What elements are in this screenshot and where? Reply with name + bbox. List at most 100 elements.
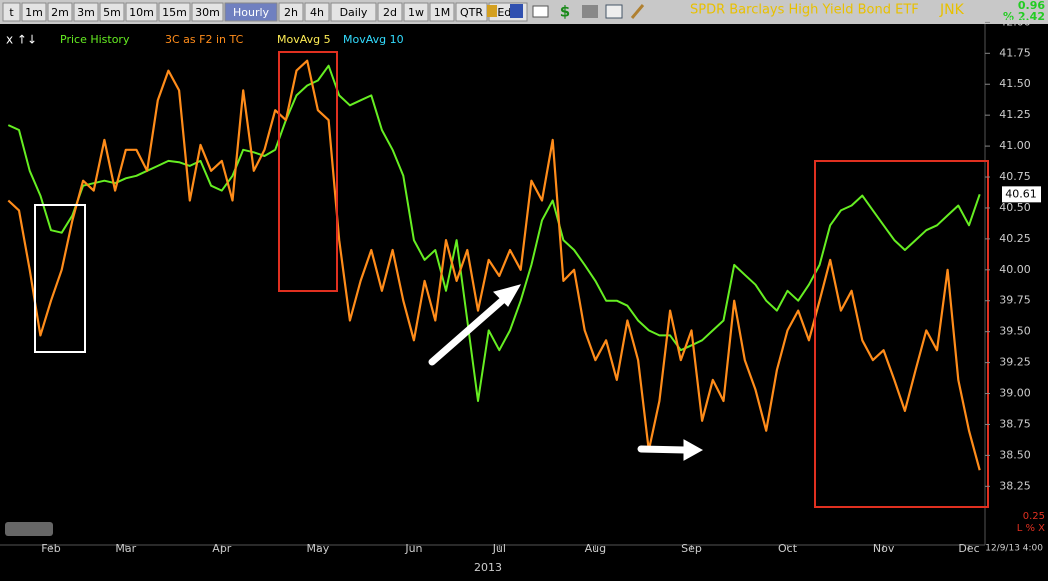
tab-label[interactable]: Daily xyxy=(340,6,368,19)
footer-flags[interactable]: L % X xyxy=(1017,523,1045,534)
legend-entry[interactable]: Price History xyxy=(60,33,130,46)
mail-icon[interactable] xyxy=(532,5,549,18)
y-tick-label: 41.50 xyxy=(999,77,1031,90)
tab-bg[interactable] xyxy=(125,2,158,22)
x-tick-label: Dec xyxy=(958,542,979,555)
x-tick-label: Apr xyxy=(212,542,232,555)
tab-label[interactable]: 15m xyxy=(162,6,187,19)
tab[interactable]: 1w xyxy=(403,2,429,22)
timestamp: 12/9/13 4:00 xyxy=(985,544,1043,554)
series-line xyxy=(7,59,981,471)
tab[interactable]: Hourly xyxy=(224,2,278,22)
y-tick-label: 41.25 xyxy=(999,108,1031,121)
x-tick-label: Jun xyxy=(404,542,422,555)
tab-bg[interactable] xyxy=(158,2,191,22)
tab-bg[interactable] xyxy=(21,2,47,22)
tab-bg[interactable] xyxy=(224,2,278,22)
lock-icon[interactable] xyxy=(487,5,497,17)
tab-label[interactable]: 2m xyxy=(51,6,69,19)
tab-bg[interactable] xyxy=(304,2,330,22)
y-tick-label: 40.25 xyxy=(999,232,1031,245)
tab[interactable]: 10m xyxy=(125,2,158,22)
tab-label[interactable]: Hourly xyxy=(233,6,270,19)
tab-bg[interactable] xyxy=(47,2,73,22)
x-tick-label: Mar xyxy=(115,542,136,555)
tab-bg[interactable] xyxy=(429,2,455,22)
tab-label[interactable]: 30m xyxy=(195,6,220,19)
tab[interactable]: 2d xyxy=(377,2,403,22)
tab-bg[interactable] xyxy=(278,2,304,22)
tab-label[interactable]: 5m xyxy=(103,6,121,19)
tab[interactable]: 1m xyxy=(21,2,47,22)
highlight-box xyxy=(34,204,86,353)
save-icon[interactable] xyxy=(510,4,523,18)
legend-entry[interactable]: MovAvg 5 xyxy=(277,33,331,46)
tab-bg[interactable] xyxy=(330,2,377,22)
print-icon[interactable] xyxy=(582,5,598,18)
tab-bg[interactable] xyxy=(403,2,429,22)
last-price-box xyxy=(1002,186,1041,203)
footer-value: 0.25 xyxy=(1023,511,1045,522)
arrow xyxy=(428,284,704,461)
tab[interactable]: 2m xyxy=(47,2,73,22)
legend: Price History 3C as F2 in TC MovAvg 5 MovAv… xyxy=(60,33,404,46)
dollar-icon[interactable]: $ xyxy=(560,3,570,21)
tab-label[interactable]: 1w xyxy=(408,6,424,19)
y-tick-label: 39.25 xyxy=(999,356,1031,369)
x-tick-label: Aug xyxy=(585,542,606,555)
x-tick-label: Sep xyxy=(681,542,702,555)
y-tick-label: 38.75 xyxy=(999,417,1031,430)
chart-title: SPDR Barclays High Yield Bond ETF xyxy=(690,3,919,18)
x-axis-label: 2013 xyxy=(474,561,502,574)
y-tick-label: 40.00 xyxy=(999,263,1031,276)
tab[interactable]: t xyxy=(2,2,21,22)
highlight-box xyxy=(814,160,989,508)
tab[interactable]: 5m xyxy=(99,2,125,22)
tab-bg[interactable] xyxy=(2,2,21,22)
tab[interactable]: Daily xyxy=(330,2,377,22)
tab-label[interactable]: 1m xyxy=(25,6,43,19)
tab[interactable]: 15m xyxy=(158,2,191,22)
tab-label[interactable]: t xyxy=(9,6,14,19)
y-tick-label: 39.00 xyxy=(999,387,1031,400)
toolbar-icons: $ xyxy=(487,3,645,21)
x-tick-label: Oct xyxy=(778,542,798,555)
tab-label[interactable]: 1M xyxy=(434,6,451,19)
y-tick-label: 39.50 xyxy=(999,325,1031,338)
x-tick-label: Feb xyxy=(41,542,60,555)
plot xyxy=(7,59,981,471)
tab-label[interactable]: 10m xyxy=(129,6,154,19)
change: 0.96 xyxy=(1018,0,1045,12)
tab-label[interactable]: 2d xyxy=(383,6,397,19)
tab[interactable]: 2h xyxy=(278,2,304,22)
highlight-box xyxy=(278,51,338,292)
tab[interactable]: 30m xyxy=(191,2,224,22)
y-tick-label: 38.50 xyxy=(999,448,1031,461)
tab[interactable]: QTR xyxy=(455,2,488,22)
y-tick-label: 40.75 xyxy=(999,170,1031,183)
tab-label[interactable]: 4h xyxy=(310,6,324,19)
pencil-icon[interactable] xyxy=(630,4,645,19)
tab[interactable]: 4h xyxy=(304,2,330,22)
x-tick-label: Nov xyxy=(873,542,895,555)
tab-label[interactable]: 3m xyxy=(77,6,95,19)
legend-entry[interactable]: MovAvg 10 xyxy=(343,33,404,46)
scroll-handle[interactable] xyxy=(5,522,53,536)
tab-bg[interactable] xyxy=(191,2,224,22)
tab-bg[interactable] xyxy=(377,2,403,22)
tab-bg[interactable] xyxy=(99,2,125,22)
x-tick-label: May xyxy=(307,542,330,555)
y-tick-label: 39.75 xyxy=(999,294,1031,307)
y-tick-label: 38.25 xyxy=(999,479,1031,492)
tab[interactable]: 3m xyxy=(73,2,99,22)
tab-label[interactable]: 2h xyxy=(284,6,298,19)
series-line xyxy=(7,64,981,402)
legend-icons[interactable]: x ↑↓ xyxy=(6,33,37,47)
legend-entry[interactable]: 3C as F2 in TC xyxy=(165,33,244,46)
tab-label[interactable]: QTR xyxy=(460,6,483,19)
tab[interactable]: 1M xyxy=(429,2,455,22)
y-tick-label: 41.75 xyxy=(999,46,1031,59)
table-icon[interactable] xyxy=(605,4,623,19)
tab-bg[interactable] xyxy=(73,2,99,22)
